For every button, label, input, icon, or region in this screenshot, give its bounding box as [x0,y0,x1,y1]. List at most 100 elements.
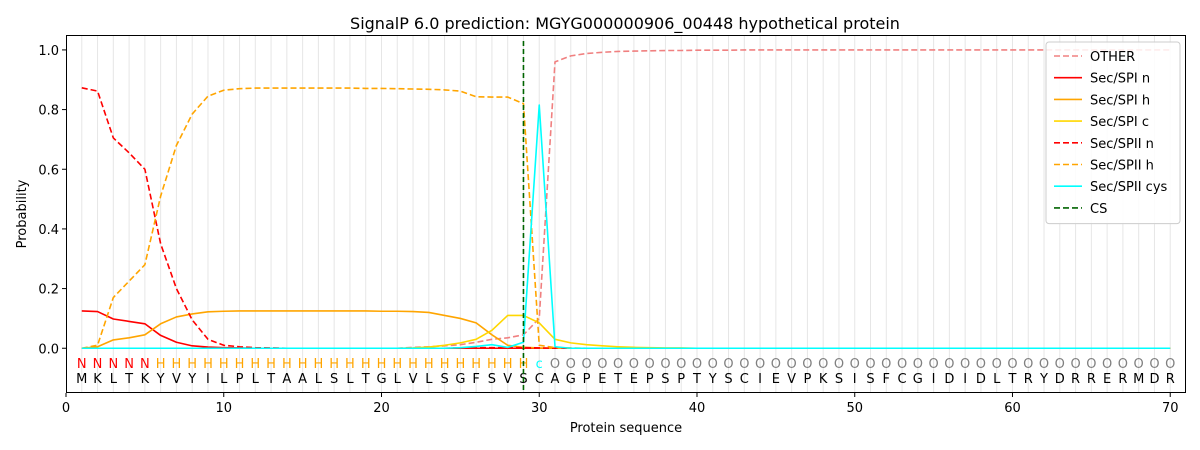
sequence-residue: E [1103,372,1111,387]
sequence-residue: D [1149,372,1159,387]
sequence-residue: L [110,372,118,387]
sequence-residue: Y [1039,372,1048,387]
sequence-residue: T [124,372,133,387]
annotation-label: H [503,357,513,372]
x-tick-label: 20 [373,401,390,416]
sequence-residue: G [376,372,386,387]
sequence-residue: F [472,372,479,387]
annotation-label: O [1055,357,1065,372]
sequence-residue: E [630,372,638,387]
sequence-residue: L [252,372,260,387]
annotation-label: H [455,357,465,372]
series-line-6 [81,104,1171,350]
sequence-residue: T [361,372,370,387]
sequence-residue: R [1071,372,1080,387]
annotation-label: H [187,357,197,372]
sequence-residue: I [963,372,967,387]
sequence-residue: M [1133,372,1144,387]
annotation-label: H [235,357,245,372]
x-tick-label: 50 [846,401,863,416]
sequence-residue: F [883,372,890,387]
annotation-label: O [645,357,655,372]
annotation-label: O [1165,357,1175,372]
sequence-residue: S [661,372,669,387]
sequence-residue: C [535,372,544,387]
sequence-residue: L [394,372,402,387]
x-tick-label: 40 [689,401,706,416]
annotation-label: O [834,357,844,372]
annotation-label: O [881,357,891,372]
annotation-label: O [976,357,986,372]
annotation-label: O [755,357,765,372]
annotation-label: H [156,357,166,372]
y-tick-label: 1.0 [38,44,59,59]
annotation-label: N [108,357,118,372]
annotation-label: O [1086,357,1096,372]
y-axis-ticks: 0.0 0.2 0.4 0.6 0.8 1.0 [38,44,66,357]
annotation-label: O [566,357,576,372]
sequence-residue: S [488,372,496,387]
annotation-label: H [471,357,481,372]
sequence-residue: P [803,372,811,387]
series-line-0 [81,49,1171,350]
annotation-label: H [266,357,276,372]
annotation-label: O [692,357,702,372]
sequence-residue: D [976,372,986,387]
sequence-residue: I [206,372,210,387]
annotation-label: O [802,357,812,372]
sequence-residue: V [172,372,181,387]
sequence-residue: A [551,372,560,387]
sequence-residue: P [236,372,244,387]
sequence-residue: S [835,372,843,387]
sequence-residue: D [1055,372,1065,387]
sequence-residue: Y [156,372,165,387]
sequence-residue: G [566,372,576,387]
sequence-residue: L [220,372,228,387]
annotation-label: O [913,357,923,372]
sequence-residue: R [1166,372,1175,387]
sequence-residue: V [503,372,512,387]
annotation-label: H [487,357,497,372]
annotation-label: H [392,357,402,372]
legend-entry: Sec/SPII cys [1090,180,1168,195]
sequence-residue: T [613,372,622,387]
x-tick-label: 60 [1004,401,1021,416]
sequence-residue: C [898,372,907,387]
x-tick-label: 30 [531,401,548,416]
sequence-residue: G [455,372,465,387]
annotation-label: O [597,357,607,372]
legend-entry: OTHER [1090,50,1135,65]
annotation-label: O [550,357,560,372]
annotation-label: O [629,357,639,372]
annotation-label: O [771,357,781,372]
y-tick-label: 0.6 [38,163,59,178]
sequence-residue: K [141,372,150,387]
annotation-label: H [377,357,387,372]
sequence-residue: V [787,372,796,387]
sequence-residue: L [993,372,1001,387]
sequence-residue: T [692,372,701,387]
series-line-2 [81,310,1171,350]
annotation-label: O [944,357,954,372]
series-lines [81,49,1171,350]
annotation-label: O [818,357,828,372]
sequence-residue: I [758,372,762,387]
annotation-label: O [992,357,1002,372]
annotation-label: N [93,357,103,372]
sequence-residue: P [677,372,685,387]
sequence-residue: P [583,372,591,387]
sequence-residue: V [409,372,418,387]
series-line-1 [81,310,1171,350]
sequence-residue: A [282,372,291,387]
sequence-residue: Y [708,372,717,387]
series-line-4 [81,87,1171,350]
annotation-label: H [361,357,371,372]
sequence-residue: D [944,372,954,387]
annotation-label: O [1118,357,1128,372]
x-tick-label: 10 [215,401,232,416]
x-axis-label: Protein sequence [570,421,682,436]
sequence-residue: G [913,372,923,387]
annotation-label: O [928,357,938,372]
sequence-residue: E [772,372,780,387]
annotation-letters: NNNNNHHHHHHHHHHHHHHHHHHHHHHHHcOOOOOOOOOO… [77,357,1175,372]
